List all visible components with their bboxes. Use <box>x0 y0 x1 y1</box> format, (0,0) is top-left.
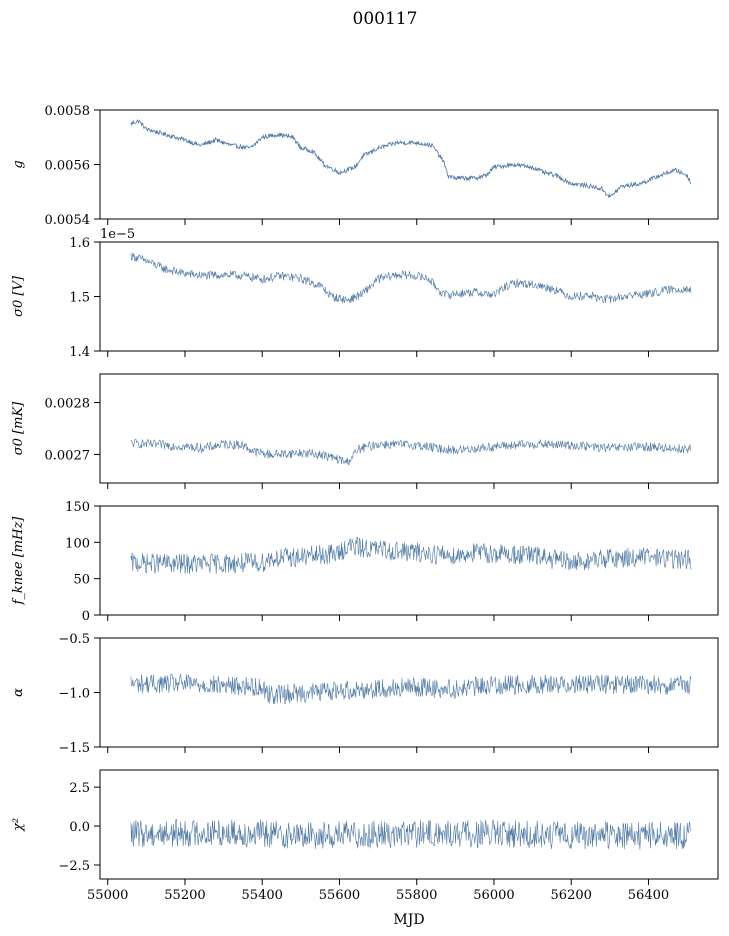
y-tick-label: 0.0 <box>69 820 90 835</box>
y-tick-label: 2.5 <box>69 781 90 796</box>
y-tick-label: 0.0056 <box>45 159 91 174</box>
figure-title: 000117 <box>353 9 418 29</box>
y-tick-label: 0 <box>82 609 90 624</box>
y-tick-label: 0.0028 <box>45 397 91 412</box>
y-tick-label: 1.4 <box>69 345 90 360</box>
x-tick-label: 55400 <box>242 888 283 903</box>
axes-frame <box>99 373 719 484</box>
chart-panel-6: −2.5 0.0 2.5 55000 55200 55400 55600 55800 56000… <box>11 769 719 903</box>
axes-frame <box>99 109 719 220</box>
axes-frame <box>99 769 719 880</box>
y-tick-label: −1.5 <box>58 741 90 756</box>
y-axis-label: σ0 [mK] <box>11 401 26 455</box>
x-axis-label: MJD <box>393 912 424 928</box>
y-tick-label: −2.5 <box>58 859 90 874</box>
y-tick-label: 1.5 <box>69 291 90 306</box>
series-line <box>130 252 692 304</box>
series-line <box>130 673 692 705</box>
y-offset-text: 1e−5 <box>100 227 135 242</box>
y-tick-label: 1.6 <box>69 236 90 251</box>
y-axis-label: σ0 [V] <box>11 275 26 317</box>
x-tick-label: 56200 <box>551 888 592 903</box>
chart-panel-4: 0 50 100 150 f_knee [mHz] <box>11 500 719 624</box>
y-tick-label: 0.0058 <box>45 104 91 119</box>
series-line <box>130 119 692 199</box>
chart-panel-2: 1.4 1.5 1.6 σ0 [V] 1e−5 <box>11 227 719 360</box>
chart-panel-5: −1.5 −1.0 −0.5 α <box>11 632 719 756</box>
series-line <box>130 818 692 850</box>
y-tick-label: 0.0054 <box>45 213 91 228</box>
axes-frame <box>99 505 719 616</box>
y-axis-label: g <box>11 160 26 168</box>
chart-panel-3: 0.0027 0.0028 σ0 [mK] <box>11 373 719 489</box>
y-tick-label: 50 <box>73 573 90 588</box>
y-axis-label: χ² <box>11 818 26 832</box>
series-line <box>130 438 692 466</box>
y-tick-label: 150 <box>65 500 90 515</box>
x-tick-label: 55200 <box>164 888 205 903</box>
x-tick-label: 55600 <box>319 888 360 903</box>
y-tick-label: −0.5 <box>58 632 90 647</box>
y-axis-label: α <box>11 688 26 697</box>
x-tick-label: 56000 <box>473 888 514 903</box>
y-tick-label: 100 <box>65 536 90 551</box>
y-axis-label: f_knee [mHz] <box>11 516 26 606</box>
x-tick-label: 55000 <box>87 888 128 903</box>
y-tick-label: 0.0027 <box>45 448 91 463</box>
x-tick-label: 56400 <box>628 888 669 903</box>
series-line <box>130 536 692 574</box>
axes-frame <box>99 637 719 748</box>
axes-frame <box>99 241 719 352</box>
y-tick-label: −1.0 <box>58 687 90 702</box>
x-tick-label: 55800 <box>396 888 437 903</box>
chart-panel-1: 0.0054 0.0056 0.0058 g <box>11 104 719 228</box>
